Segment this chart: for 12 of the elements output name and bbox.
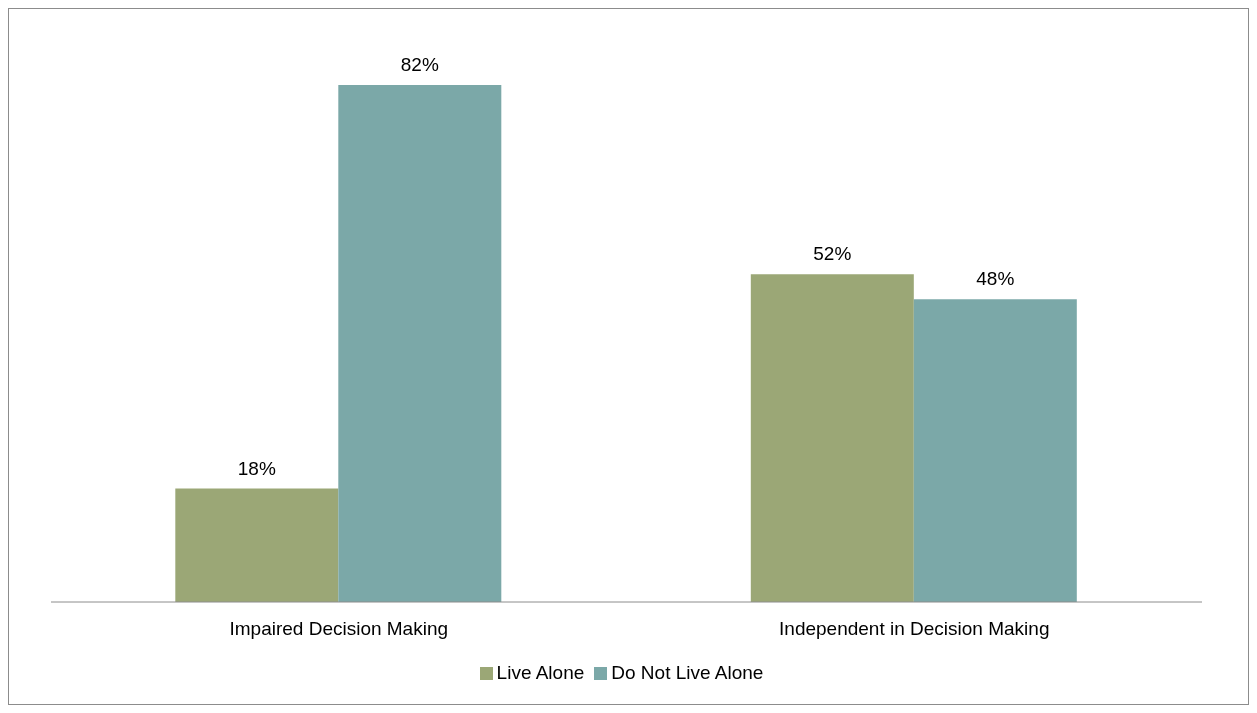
bar: [175, 488, 339, 602]
x-tick-label: Independent in Decision Making: [779, 618, 1050, 640]
bar: [750, 274, 914, 602]
bar: [913, 299, 1077, 602]
x-tick-label: Impaired Decision Making: [229, 618, 449, 640]
data-label: 52%: [813, 243, 852, 265]
legend-label: Live Alone: [496, 662, 585, 683]
bar: [338, 85, 502, 602]
legend-label: Do Not Live Alone: [611, 662, 764, 683]
data-label: 18%: [237, 457, 276, 479]
data-label: 82%: [400, 54, 439, 75]
data-label: 48%: [976, 268, 1015, 290]
